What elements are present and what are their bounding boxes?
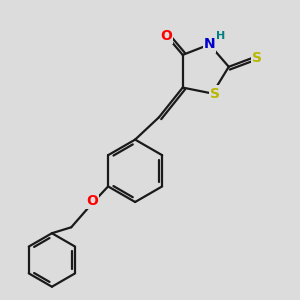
Text: S: S [210, 86, 220, 100]
Text: H: H [216, 31, 225, 40]
Text: O: O [160, 28, 172, 43]
Text: O: O [86, 194, 98, 208]
Text: S: S [252, 51, 262, 65]
Text: N: N [204, 38, 215, 52]
